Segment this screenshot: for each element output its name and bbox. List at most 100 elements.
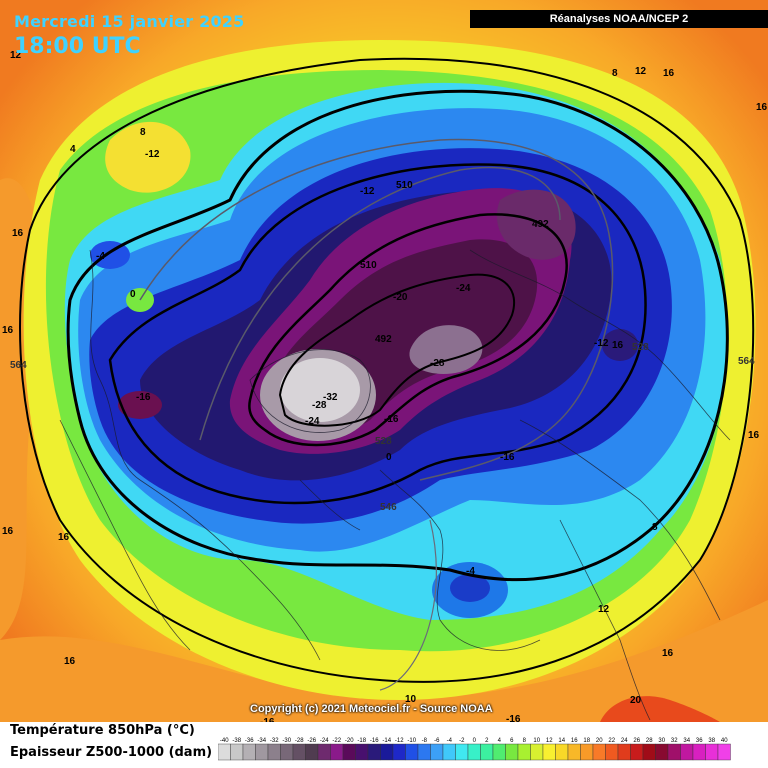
scale-swatch: [492, 743, 506, 761]
scale-swatch: [555, 743, 569, 761]
scale-tick-label: -22: [332, 738, 341, 744]
map-label: -4: [96, 251, 105, 262]
scale-tick-label: 14: [558, 738, 565, 744]
scale-swatch: [218, 743, 231, 761]
scale-tick-label: 28: [646, 738, 653, 744]
map-label: 16: [12, 228, 24, 239]
red-spot-south: [600, 696, 720, 722]
scale-tick-label: 40: [721, 738, 728, 744]
map-label: 10: [405, 694, 417, 705]
legend-thickness-label: Epaisseur Z500-1000 (dam): [10, 745, 213, 760]
scale-swatch: [605, 743, 619, 761]
map-label: 16: [64, 656, 76, 667]
scale-tick-label: 16: [571, 738, 578, 744]
cold-blob-pacific: [90, 241, 130, 269]
map-label: -16: [500, 452, 515, 463]
scale-swatch: [505, 743, 519, 761]
scale-tick-label: -16: [370, 738, 379, 744]
scale-tick-label: 2: [485, 738, 489, 744]
map-label: 0: [386, 452, 392, 463]
map-label: -4: [466, 566, 475, 577]
map-labels: 4 8 -12 16 -4 0 -16 564 16 -12 510 510 -…: [2, 50, 768, 728]
map-label: -16: [384, 414, 399, 425]
map-label: -12: [145, 149, 160, 160]
scale-tick-label: -32: [270, 738, 279, 744]
isotherm-grey-3: [379, 519, 437, 691]
scale-tick-label: 8: [523, 738, 527, 744]
scale-tick-label: 6: [510, 738, 514, 744]
scale-swatch: [580, 743, 594, 761]
copyright-text: Copyright (c) 2021 Meteociel.fr - Source…: [250, 703, 493, 715]
scale-swatch: [305, 743, 319, 761]
scale-tick-label: 12: [546, 738, 553, 744]
scale-swatch: [430, 743, 444, 761]
scale-swatch: [242, 743, 256, 761]
scale-swatch: [517, 743, 531, 761]
scale-swatch: [442, 743, 456, 761]
scale-tick-label: 26: [633, 738, 640, 744]
map-label: 510: [360, 260, 377, 271]
map-label: -28: [430, 358, 445, 369]
scale-tick-label: 32: [671, 738, 678, 744]
scale-tick-label: 10: [533, 738, 540, 744]
scale-tick-label: -4: [447, 738, 453, 744]
map-label: 564: [10, 360, 27, 371]
map-label: 20: [630, 695, 642, 706]
scale-tick-label: -6: [434, 738, 440, 744]
map-label: -32: [323, 392, 338, 403]
scale-tick-label: 24: [621, 738, 628, 744]
scale-tick-label: 36: [696, 738, 703, 744]
scale-swatch: [355, 743, 369, 761]
scale-swatch: [405, 743, 419, 761]
scale-tick-label: -18: [357, 738, 366, 744]
scale-tick-label: -28: [295, 738, 304, 744]
forecast-date: Mercredi 15 janvier 2025: [14, 12, 245, 31]
scale-swatch: [530, 743, 544, 761]
scale-tick-label: -2: [459, 738, 465, 744]
scale-swatch: [667, 743, 681, 761]
scale-swatch: [692, 743, 706, 761]
scale-tick-label: -38: [232, 738, 241, 744]
map-label: -16: [136, 392, 151, 403]
scale-swatch: [705, 743, 719, 761]
scale-swatch: [717, 743, 731, 761]
scale-tick-label: 30: [658, 738, 665, 744]
scale-tick-label: -40: [220, 738, 229, 744]
scale-swatch: [230, 743, 244, 761]
thickness-contour-510: [248, 213, 568, 447]
scale-swatch: [342, 743, 356, 761]
cold-blob-hudson: [118, 391, 162, 419]
map-label: -28: [312, 400, 327, 411]
scale-swatch: [630, 743, 644, 761]
scale-tick-label: -14: [382, 738, 391, 744]
map-label: 510: [396, 180, 413, 191]
scale-tick-label: -26: [307, 738, 316, 744]
legend-temperature-label: Température 850hPa (°C): [10, 723, 195, 738]
thickness-contour-492: [278, 273, 516, 427]
scale-swatch: [455, 743, 469, 761]
scale-swatch: [417, 743, 431, 761]
scale-tick-label: 22: [608, 738, 615, 744]
map-label: 8: [140, 127, 146, 138]
map-label: 16: [756, 102, 768, 113]
scale-swatch: [480, 743, 494, 761]
map-label: 16: [663, 68, 675, 79]
map-label: 16: [58, 532, 70, 543]
map-label: 16: [612, 340, 624, 351]
map-label: 16: [662, 648, 674, 659]
map-label: 4: [70, 144, 76, 155]
scale-swatch: [642, 743, 656, 761]
map-label: 528: [632, 342, 649, 353]
map-label: -16: [506, 714, 521, 725]
scale-swatch: [280, 743, 294, 761]
map-label: 564: [738, 356, 755, 367]
scale-tick-label: -34: [257, 738, 266, 744]
legend-panel: Température 850hPa (°C) Epaisseur Z500-1…: [0, 722, 768, 768]
map-label: 546: [380, 502, 397, 513]
scale-swatch: [292, 743, 306, 761]
scale-tick-label: -24: [320, 738, 329, 744]
map-label: 0: [130, 289, 136, 300]
map-label: -24: [456, 283, 471, 294]
map-label: 8: [612, 68, 618, 79]
